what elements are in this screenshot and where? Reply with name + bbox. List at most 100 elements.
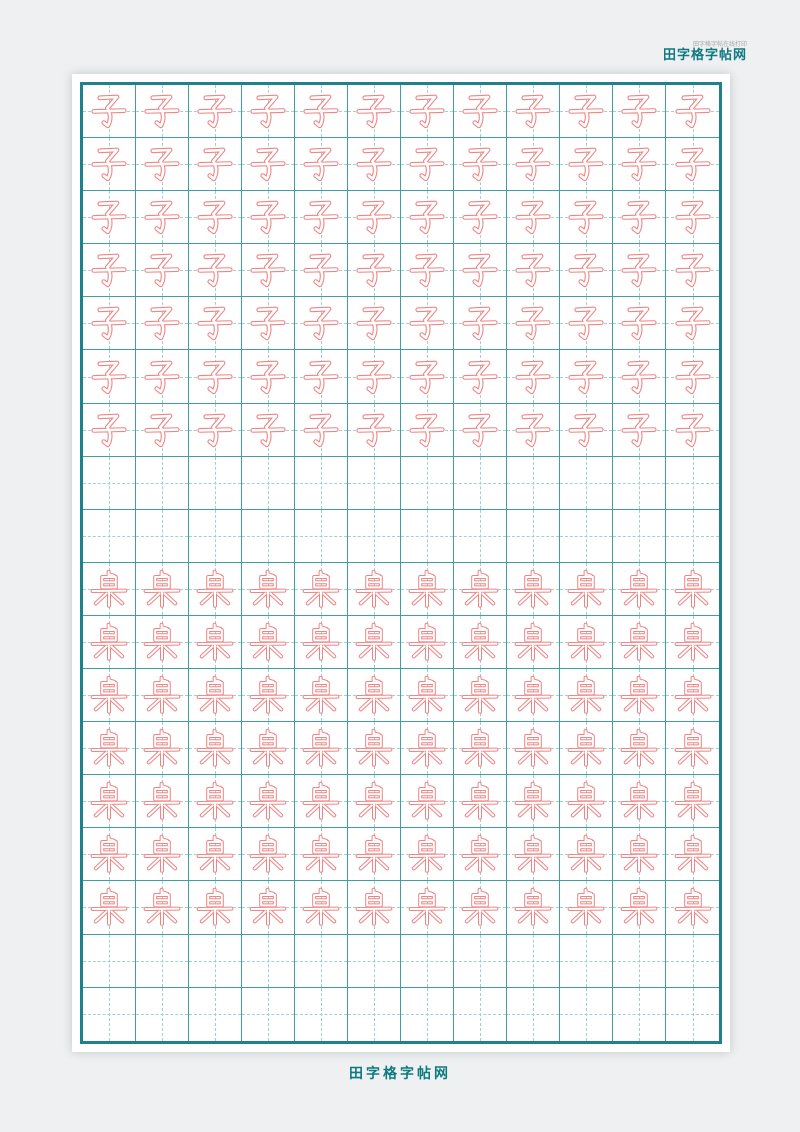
practice-cell <box>242 403 295 457</box>
char-outline-glyph <box>195 675 235 715</box>
char-outline-glyph <box>460 250 500 290</box>
practice-cell <box>560 881 613 935</box>
practice-cell <box>189 669 242 723</box>
header-micro-text: 田字格字帖在线打印 <box>692 41 747 48</box>
char-outline-glyph <box>513 834 553 874</box>
char-outline-glyph <box>142 197 182 237</box>
char-outline-glyph <box>460 569 500 609</box>
practice-cell-empty <box>507 987 560 1041</box>
char-outline-glyph <box>673 303 713 343</box>
char-outline-glyph <box>89 250 129 290</box>
practice-cell <box>666 138 719 192</box>
char-outline-glyph <box>195 357 235 397</box>
practice-cell <box>242 85 295 139</box>
practice-cell <box>295 722 348 776</box>
practice-cell <box>348 615 401 670</box>
char-outline-glyph <box>142 303 182 343</box>
practice-cell <box>454 403 507 457</box>
practice-cell <box>348 562 401 616</box>
char-outline-glyph <box>566 197 606 237</box>
practice-cell-empty <box>507 509 560 563</box>
char-outline-glyph <box>407 622 447 662</box>
practice-cell <box>83 403 136 457</box>
practice-cell-empty <box>83 934 136 988</box>
char-outline-glyph <box>513 675 553 715</box>
practice-cell <box>348 350 401 404</box>
practice-cell <box>83 244 136 298</box>
practice-cell-empty <box>83 456 136 510</box>
practice-cell-empty <box>666 509 719 563</box>
practice-cell <box>560 669 613 723</box>
char-outline-glyph <box>354 303 394 343</box>
practice-cell <box>666 403 719 457</box>
char-outline-glyph <box>142 728 182 768</box>
char-outline-glyph <box>354 144 394 184</box>
practice-cell <box>454 297 507 351</box>
practice-cell <box>295 191 348 245</box>
practice-cell-empty <box>242 509 295 563</box>
char-outline-glyph <box>354 622 394 662</box>
char-outline-glyph <box>513 303 553 343</box>
header-brand-text: 田字格字帖网 <box>662 47 747 63</box>
char-outline-glyph <box>513 197 553 237</box>
char-outline-glyph <box>513 781 553 821</box>
practice-cell <box>454 244 507 298</box>
char-outline-glyph <box>89 834 129 874</box>
practice-cell <box>401 775 454 829</box>
practice-cell <box>83 191 136 245</box>
char-outline-glyph <box>566 781 606 821</box>
practice-cell <box>454 775 507 829</box>
practice-cell <box>401 244 454 298</box>
practice-cell <box>401 403 454 457</box>
practice-cell <box>666 244 719 298</box>
char-outline-glyph <box>673 675 713 715</box>
practice-cell <box>83 775 136 829</box>
practice-cell <box>613 244 666 298</box>
practice-cell-empty <box>613 987 666 1041</box>
char-outline-glyph <box>673 91 713 131</box>
practice-cell <box>454 85 507 139</box>
char-outline-glyph <box>301 250 341 290</box>
practice-cell <box>613 828 666 882</box>
practice-cell <box>348 297 401 351</box>
practice-cell <box>454 722 507 776</box>
practice-cell <box>242 562 295 616</box>
char-outline-glyph <box>673 410 713 450</box>
char-outline-glyph <box>673 197 713 237</box>
char-outline-glyph <box>195 728 235 768</box>
practice-cell <box>401 881 454 935</box>
practice-cell <box>454 191 507 245</box>
practice-cell <box>613 669 666 723</box>
char-outline-glyph <box>195 887 235 927</box>
practice-cell <box>136 828 189 882</box>
char-outline-glyph <box>619 91 659 131</box>
char-outline-glyph <box>89 622 129 662</box>
char-outline-glyph <box>195 303 235 343</box>
practice-cell-empty <box>613 456 666 510</box>
practice-cell-empty <box>242 456 295 510</box>
practice-cell <box>189 244 242 298</box>
char-outline-glyph <box>248 144 288 184</box>
practice-cell-empty <box>560 934 613 988</box>
practice-cell-empty <box>295 987 348 1041</box>
practice-cell-empty <box>507 456 560 510</box>
practice-cell <box>560 350 613 404</box>
practice-cell <box>666 669 719 723</box>
practice-cell <box>560 191 613 245</box>
char-outline-glyph <box>142 781 182 821</box>
char-outline-glyph <box>513 250 553 290</box>
char-outline-glyph <box>142 91 182 131</box>
practice-cell <box>666 828 719 882</box>
char-outline-glyph <box>513 410 553 450</box>
practice-cell-empty <box>348 934 401 988</box>
practice-cell <box>136 85 189 139</box>
practice-cell <box>613 615 666 670</box>
practice-cell <box>83 615 136 670</box>
practice-cell <box>666 297 719 351</box>
practice-grid <box>80 82 722 1044</box>
char-outline-glyph <box>142 410 182 450</box>
char-outline-glyph <box>248 781 288 821</box>
practice-cell-empty <box>507 934 560 988</box>
char-outline-glyph <box>195 197 235 237</box>
char-outline-glyph <box>354 675 394 715</box>
